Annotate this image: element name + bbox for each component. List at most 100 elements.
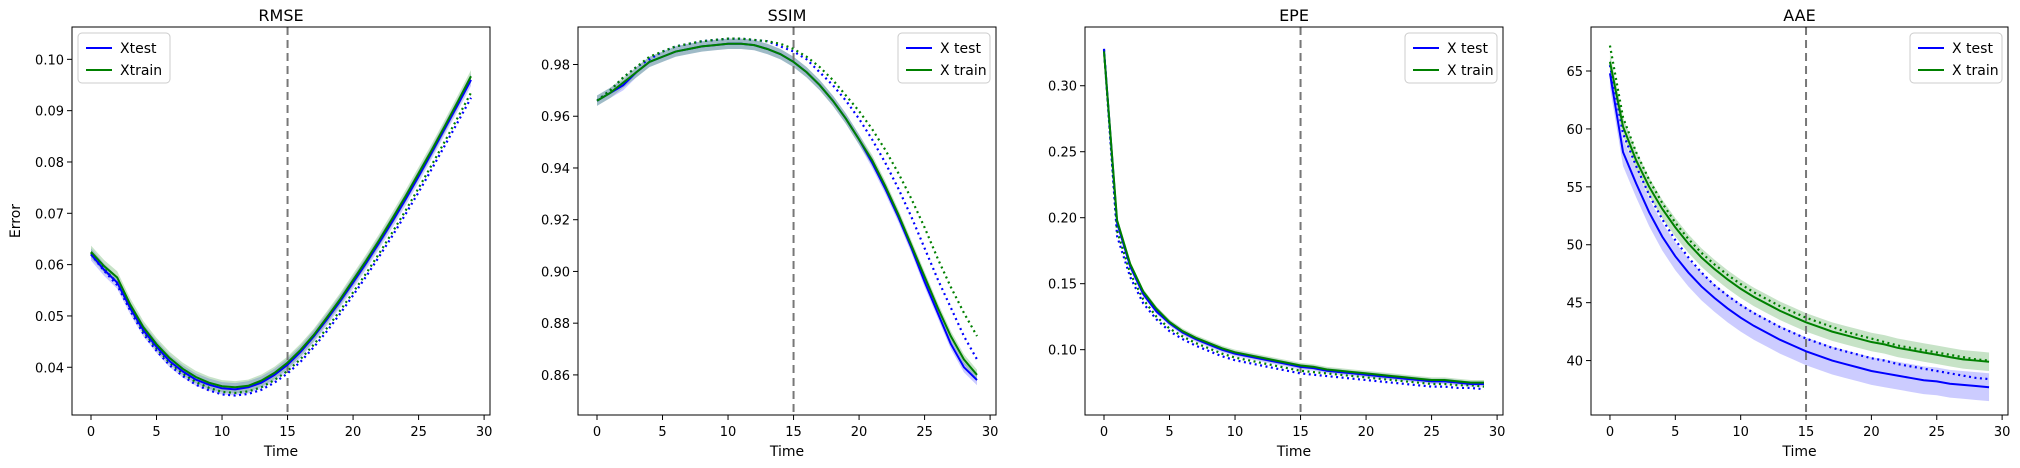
y-tick-label: 0.94	[541, 162, 570, 177]
series-line-0	[90, 79, 472, 391]
y-tick-label: 60	[1566, 123, 1583, 138]
y-tick-label: 0.92	[541, 214, 570, 229]
legend: X test X train	[1909, 32, 2003, 84]
confidence-band-1	[91, 70, 471, 394]
series-dotted-line-3	[1608, 45, 1990, 362]
series-line-0	[596, 42, 978, 381]
legend-label: Xtrain	[120, 63, 162, 79]
series-dotted-line-3	[596, 37, 978, 337]
x-axis-label: Time	[1276, 444, 1311, 460]
x-tick-label: 10	[1732, 425, 1749, 440]
legend: X test X train	[1404, 32, 1498, 84]
y-tick-label: 0.06	[35, 259, 64, 274]
confidence-band-1	[597, 38, 977, 381]
chart-title: EPE	[1279, 6, 1309, 25]
x-tick-label: 30	[476, 425, 493, 440]
confidence-band-0	[91, 73, 471, 396]
plot-area	[90, 27, 472, 415]
x-tick-label: 10	[1227, 425, 1244, 440]
series-dotted-line-2	[1608, 65, 1990, 381]
series-line-0	[1103, 50, 1484, 385]
x-axis-label: Time	[769, 444, 804, 460]
y-tick-label: 0.04	[35, 361, 64, 376]
y-tick-label: 0.98	[541, 59, 570, 74]
legend-label: Xtest	[120, 41, 157, 57]
axes-frame	[1084, 26, 1504, 416]
x-tick-label: 20	[1358, 425, 1375, 440]
series-line-1	[90, 75, 472, 389]
legend-label: X test	[940, 41, 981, 57]
chart-panel-ssim: 0 5 10 15 20 25 30 0.86 0.88 0.90 0.92 0.94 0.96 0.98…	[541, 6, 998, 460]
x-tick-label: 0	[87, 425, 95, 440]
axes-frame	[71, 26, 491, 416]
y-tick-label: 0.20	[1048, 212, 1077, 227]
y-tick-label: 50	[1566, 239, 1583, 254]
x-tick-label: 30	[1994, 425, 2011, 440]
chart-title: AAE	[1783, 6, 1815, 25]
x-tick-label: 10	[214, 425, 231, 440]
legend-label: X train	[1447, 63, 1494, 79]
series-dotted-line-2	[90, 97, 472, 397]
y-tick-label: 0.86	[541, 369, 570, 384]
series-dotted-line-3	[1102, 50, 1485, 388]
plot-area	[1608, 27, 1990, 415]
x-tick-label: 15	[785, 425, 802, 440]
x-axis-label: Time	[1781, 444, 1816, 460]
y-tick-label: 0.10	[35, 53, 64, 68]
y-tick-label: 0.90	[541, 265, 570, 280]
y-tick-label: 45	[1566, 297, 1583, 312]
series-line-1	[596, 42, 978, 376]
series-line-1	[1608, 61, 1990, 363]
chart-title: SSIM	[768, 6, 807, 25]
y-tick-label: 0.96	[541, 110, 570, 125]
x-tick-label: 25	[410, 425, 427, 440]
x-tick-label: 20	[345, 425, 362, 440]
series-line-0	[1608, 73, 1990, 389]
plot-area	[1102, 27, 1485, 415]
x-tick-label: 0	[1100, 425, 1108, 440]
x-tick-label: 25	[1928, 425, 1945, 440]
y-tick-label: 0.30	[1048, 80, 1077, 95]
x-tick-label: 5	[1165, 425, 1173, 440]
x-tick-label: 25	[916, 425, 933, 440]
series-line-1	[1103, 51, 1484, 384]
series-dotted-line-2	[596, 37, 978, 360]
x-tick-label: 0	[593, 425, 601, 440]
x-tick-label: 5	[658, 425, 666, 440]
x-tick-label: 10	[720, 425, 737, 440]
y-tick-label: 40	[1566, 355, 1583, 370]
legend: X test X train	[897, 32, 991, 84]
y-tick-label: 65	[1566, 65, 1583, 80]
y-tick-label: 0.25	[1048, 146, 1077, 161]
x-tick-label: 20	[851, 425, 868, 440]
legend-label: X test	[1447, 41, 1488, 57]
x-tick-label: 0	[1606, 425, 1614, 440]
chart-title: RMSE	[258, 6, 303, 25]
x-axis-label: Time	[263, 444, 298, 460]
y-tick-label: 0.07	[35, 207, 64, 222]
y-tick-label: 55	[1566, 181, 1583, 196]
x-tick-label: 15	[1798, 425, 1815, 440]
x-tick-label: 5	[1671, 425, 1679, 440]
x-tick-label: 25	[1423, 425, 1440, 440]
legend-label: X train	[1952, 63, 1999, 79]
plot-area	[596, 27, 978, 415]
axes-frame	[1590, 26, 2009, 416]
axes-frame	[577, 26, 997, 416]
chart-panel-epe: 0 5 10 15 20 25 30 0.10 0.15 0.20 0.25 0.30 EPE Time X…	[1048, 6, 1505, 460]
x-tick-label: 15	[279, 425, 296, 440]
x-tick-label: 30	[1489, 425, 1506, 440]
x-tick-label: 5	[152, 425, 160, 440]
x-tick-label: 15	[1292, 425, 1309, 440]
y-tick-label: 0.88	[541, 317, 570, 332]
legend-label: X test	[1952, 41, 1993, 57]
confidence-band-1	[1104, 48, 1484, 386]
legend: Xtest Xtrain	[77, 32, 171, 84]
x-tick-label: 30	[982, 425, 999, 440]
legend-label: X train	[940, 63, 987, 79]
confidence-band-0	[1104, 47, 1484, 387]
x-tick-label: 20	[1863, 425, 1880, 440]
y-tick-label: 0.15	[1048, 278, 1077, 293]
